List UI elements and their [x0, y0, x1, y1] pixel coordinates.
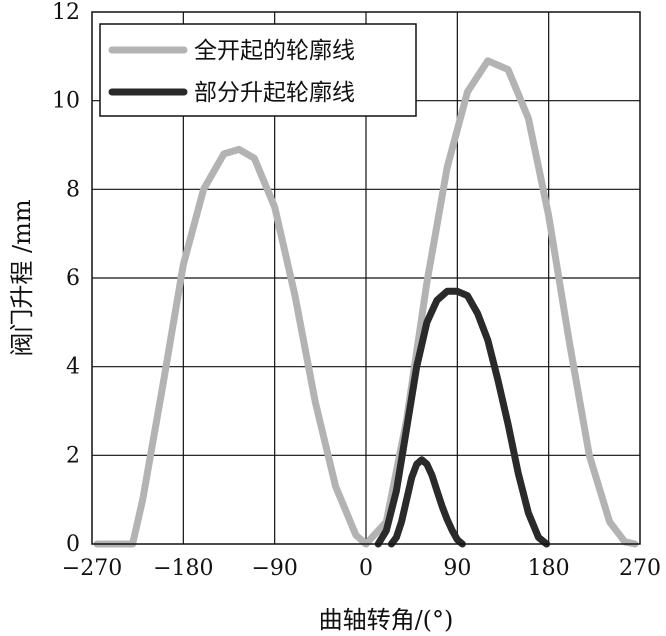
x-tick-label: 180	[528, 556, 570, 581]
series-2-line-2	[387, 456, 466, 548]
y-tick-label: 0	[66, 532, 80, 557]
series-1-line-1	[93, 145, 370, 548]
legend-label-1: 全开起的轮廓线	[194, 38, 355, 64]
series-2-line-1	[374, 287, 551, 548]
y-axis-label: 阀门升程 /mm	[8, 199, 36, 356]
x-tick-label: 0	[359, 556, 373, 581]
y-tick-label: 12	[52, 0, 80, 25]
tick-labels: −270 −180 −90 0 90 180 270 0 2 4 6 8 10 12	[52, 0, 661, 581]
y-tick-label: 4	[66, 355, 80, 380]
x-tick-label: 270	[619, 556, 661, 581]
x-tick-label: −180	[153, 556, 213, 581]
legend-box	[99, 23, 417, 117]
y-tick-label: 6	[66, 266, 80, 291]
y-tick-label: 10	[52, 89, 80, 114]
legend-label-2: 部分升起轮廓线	[194, 80, 355, 106]
x-tick-label: −270	[62, 556, 122, 581]
plot-frame	[91, 11, 641, 545]
x-axis-label: 曲轴转角/(°)	[319, 606, 454, 634]
x-tick-label: −90	[251, 556, 297, 581]
y-tick-label: 2	[66, 443, 80, 468]
x-tick-label: 90	[443, 556, 471, 581]
y-tick-label: 8	[66, 177, 80, 202]
data-lines	[93, 57, 639, 548]
axes-frame	[91, 11, 641, 545]
